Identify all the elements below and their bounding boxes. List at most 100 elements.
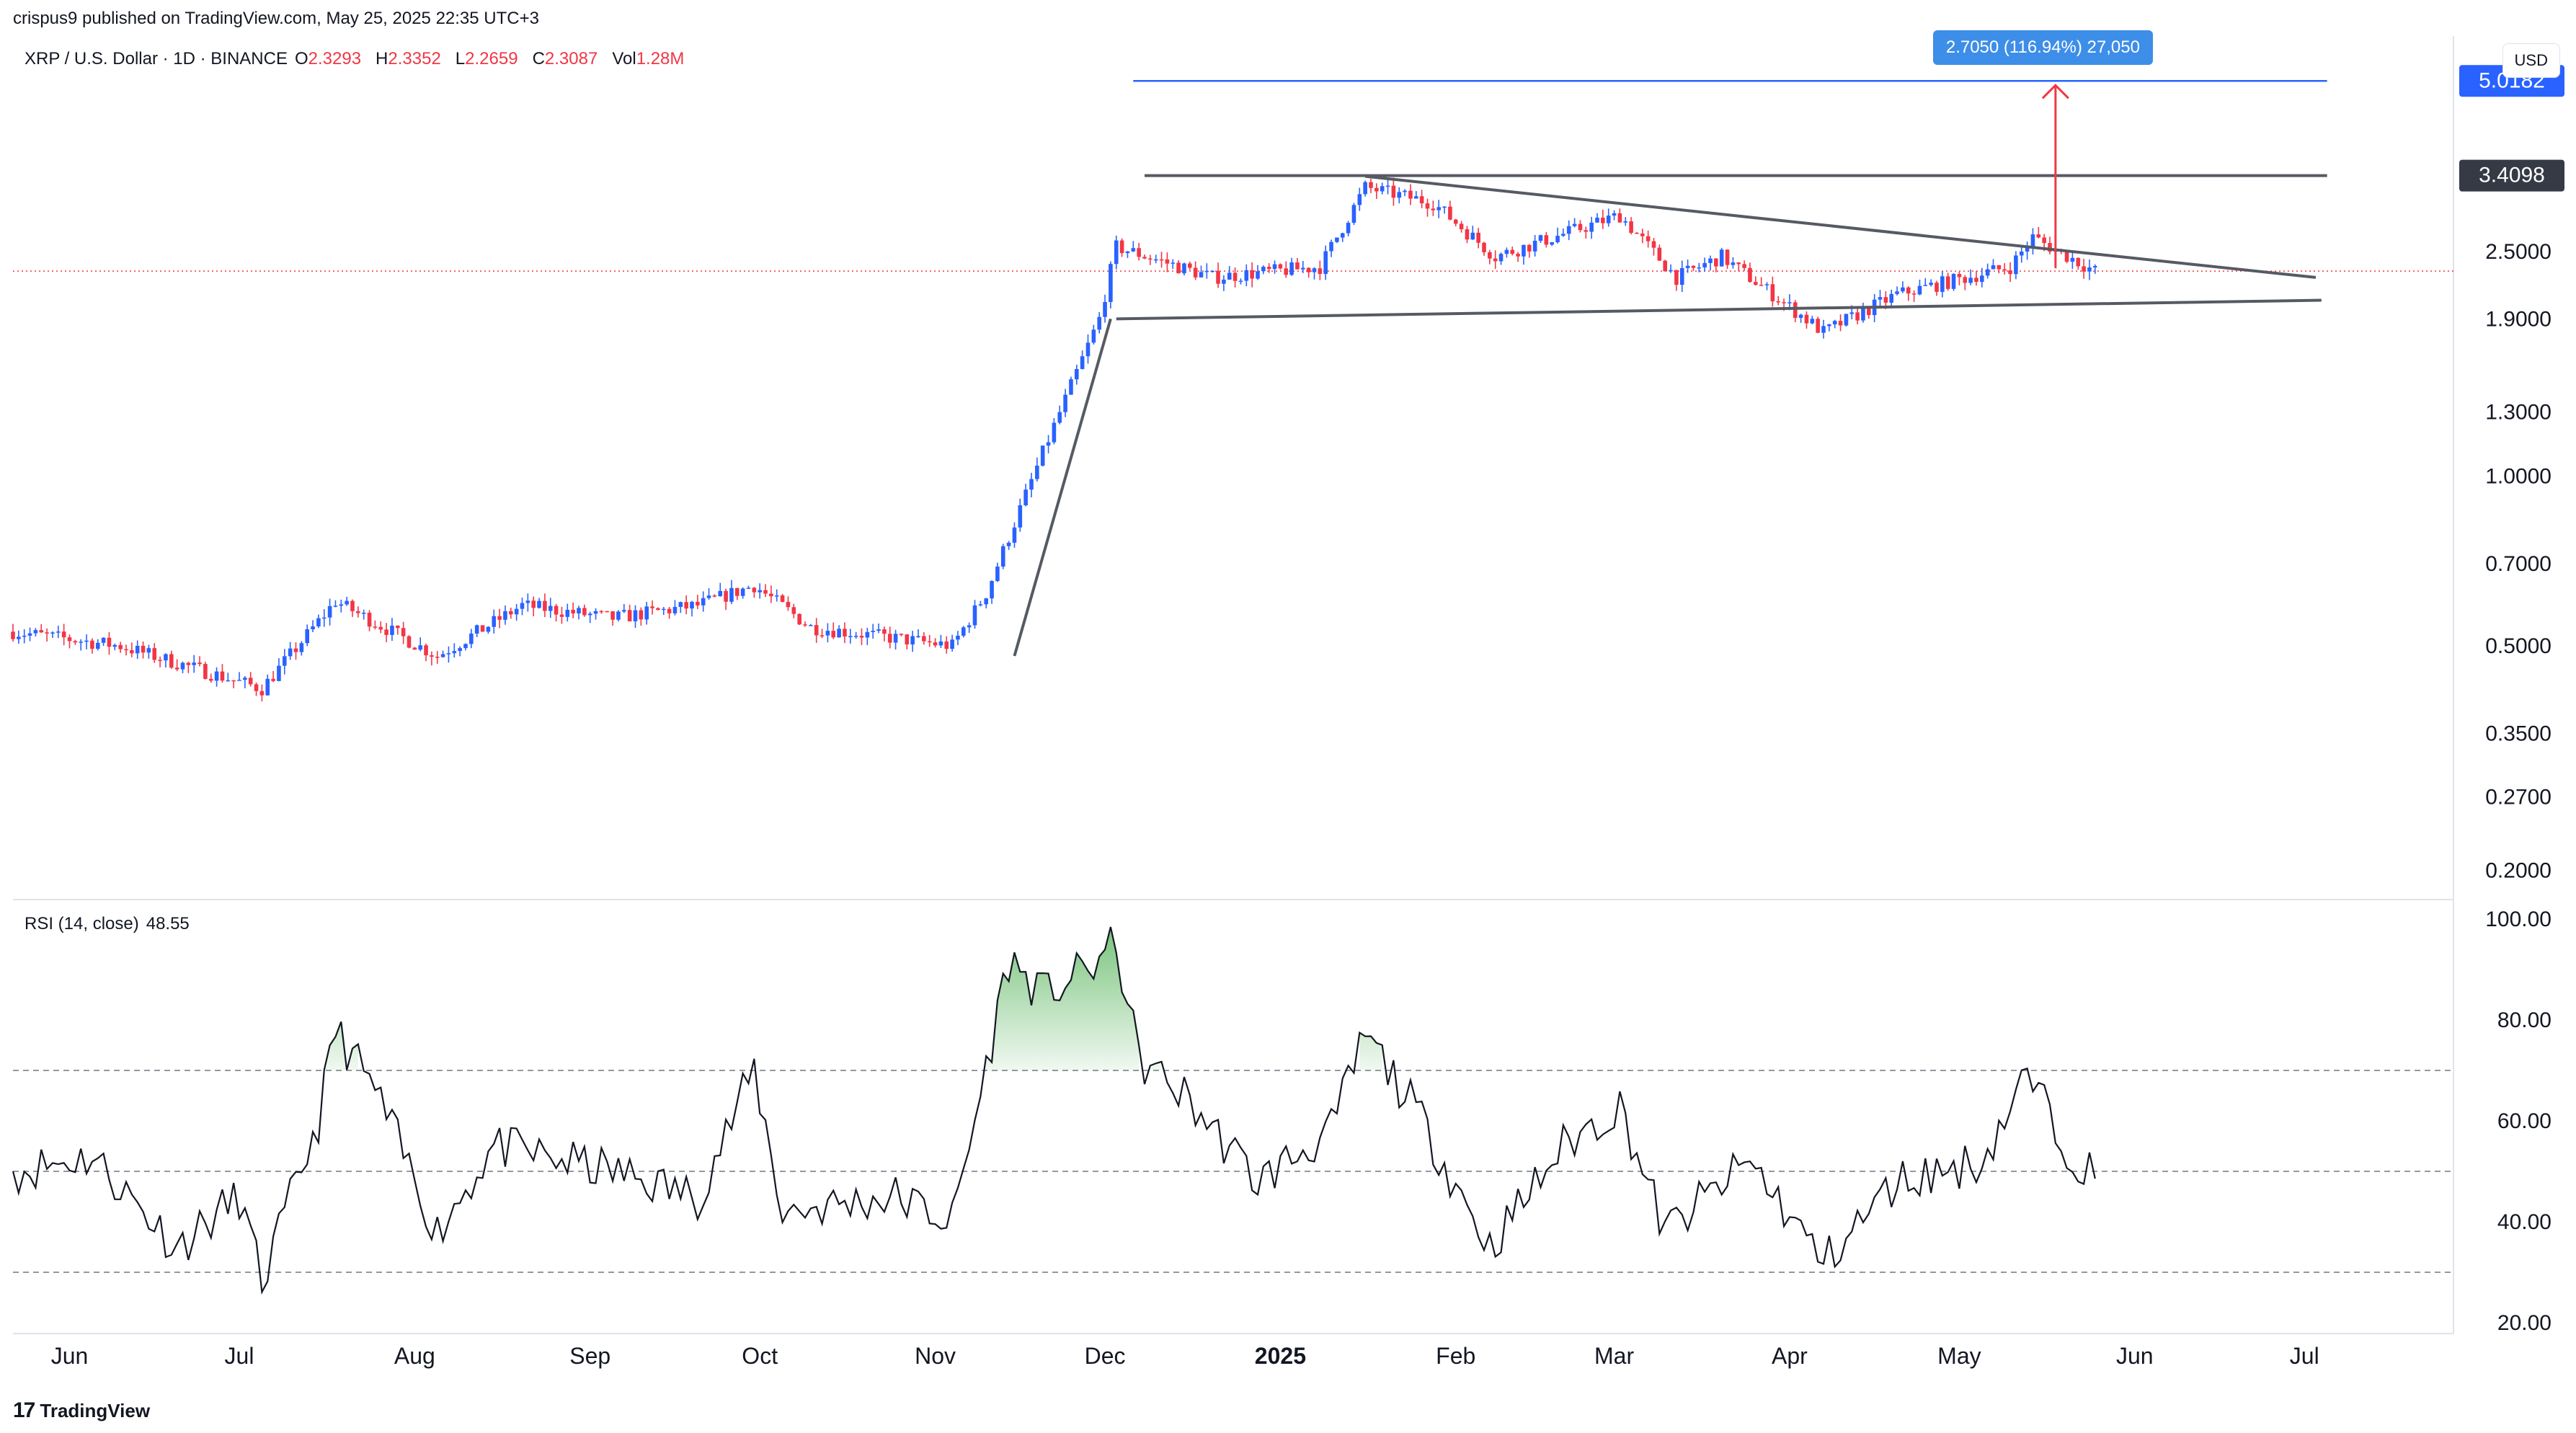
candle-body (1821, 326, 1826, 333)
candle-body (1363, 182, 1367, 195)
candle-body (452, 651, 457, 654)
rsi-tick-label: 40.00 (2497, 1210, 2551, 1234)
candle-body (2048, 243, 2052, 252)
candle-body (107, 637, 112, 647)
candle-body (1736, 262, 1741, 265)
candle-body (1119, 240, 1124, 254)
candle-body (1793, 302, 1798, 318)
candle-body (1527, 244, 1532, 252)
candle-body (2076, 257, 2081, 267)
candle-body (933, 642, 938, 646)
candle-body (283, 656, 287, 666)
candle-body (1238, 280, 1243, 283)
price-tick-label: 1.0000 (2485, 465, 2551, 489)
trendline-pennant-upper[interactable] (1364, 174, 2317, 279)
candle-body (922, 636, 926, 642)
candle-body (480, 625, 485, 632)
candle-body (571, 609, 575, 614)
candle-body (17, 636, 21, 639)
candle-body (1091, 329, 1096, 343)
candle-body (367, 613, 372, 627)
rsi-tick-label: 60.00 (2497, 1109, 2551, 1133)
candle-body (1488, 252, 1492, 259)
candle-body (927, 641, 932, 643)
candle-body (853, 636, 858, 637)
candle-body (293, 648, 298, 652)
candle-body (1991, 265, 1996, 270)
candle-body (2070, 257, 2075, 262)
candle-body (440, 654, 445, 657)
candle-body (1340, 233, 1345, 238)
open-label: O (294, 49, 308, 68)
symbol-title[interactable]: XRP / U.S. Dollar · 1D · BINANCE (25, 49, 288, 68)
candle-body (712, 595, 717, 597)
candle-body (1278, 264, 1283, 269)
candle-body (1103, 301, 1107, 317)
measure-label: 2.7050 (116.94%) 27,050 (1932, 30, 2153, 66)
time-tick-label: Mar (1594, 1343, 1634, 1369)
candle-body (1351, 205, 1356, 223)
candle-body (350, 600, 355, 611)
candle-body (1035, 466, 1039, 479)
candle-body (1425, 203, 1430, 209)
rsi-label[interactable]: RSI (14, close) (25, 914, 139, 933)
candle-body (729, 587, 734, 602)
candle-body (1980, 275, 1984, 283)
candle-body (463, 644, 468, 649)
currency-button[interactable]: USD (2502, 43, 2560, 78)
candle-body (2082, 266, 2086, 272)
candle-body (418, 645, 422, 650)
candle-body (1301, 267, 1305, 270)
candle-body (1555, 236, 1560, 243)
candle-body (876, 629, 881, 631)
candle-body (1199, 272, 1204, 278)
candle-body (1222, 279, 1226, 284)
candle-body (1000, 546, 1005, 567)
price-tick-label: 0.2000 (2485, 859, 2551, 883)
candle-body (1601, 217, 1605, 223)
candle-body (831, 631, 836, 638)
candle-body (1997, 265, 2002, 270)
candle-body (1470, 232, 1475, 240)
candle-body (656, 608, 660, 611)
price-tick-label: 1.3000 (2485, 400, 2551, 424)
candle-body (916, 636, 920, 637)
time-tick-label: Apr (1772, 1343, 1808, 1369)
candle-body (825, 631, 830, 636)
candle-body (503, 611, 507, 620)
candle-body (972, 605, 977, 626)
price-tick-label: 0.3500 (2485, 722, 2551, 745)
candle-body (1901, 287, 1905, 292)
price-pane[interactable] (13, 36, 2453, 898)
candle-body (1188, 263, 1192, 268)
candle-body (577, 608, 581, 614)
candle-body (944, 641, 949, 649)
candle-body (554, 605, 559, 615)
candle-body (1391, 185, 1396, 198)
candle-body (1193, 267, 1198, 278)
candle-body (1295, 262, 1300, 270)
candle-body (706, 595, 711, 598)
high-label: H (376, 49, 388, 68)
rsi-tick-label: 80.00 (2497, 1008, 2551, 1032)
candle-body (497, 616, 502, 620)
trendline-pennant-lower[interactable] (1116, 298, 2322, 321)
candle-body (1385, 185, 1390, 187)
candle-body (1810, 319, 1815, 324)
candle-body (1272, 264, 1277, 270)
trendline-pole[interactable] (1013, 318, 1112, 657)
footer-brand[interactable]: 17 TradingView (13, 1398, 150, 1423)
candle-body (1782, 302, 1786, 303)
candle-body (1663, 260, 1667, 272)
candle-body (1522, 244, 1526, 257)
candle-body (1414, 196, 1418, 199)
candle-body (1578, 223, 1583, 231)
rsi-line[interactable] (12, 926, 2096, 1295)
candle-body (565, 609, 570, 617)
candle-body (531, 600, 536, 608)
candle-body (1725, 249, 1730, 265)
candle-body (220, 671, 225, 681)
candle-body (1832, 321, 1837, 324)
resistance-price-tag (2459, 159, 2564, 192)
